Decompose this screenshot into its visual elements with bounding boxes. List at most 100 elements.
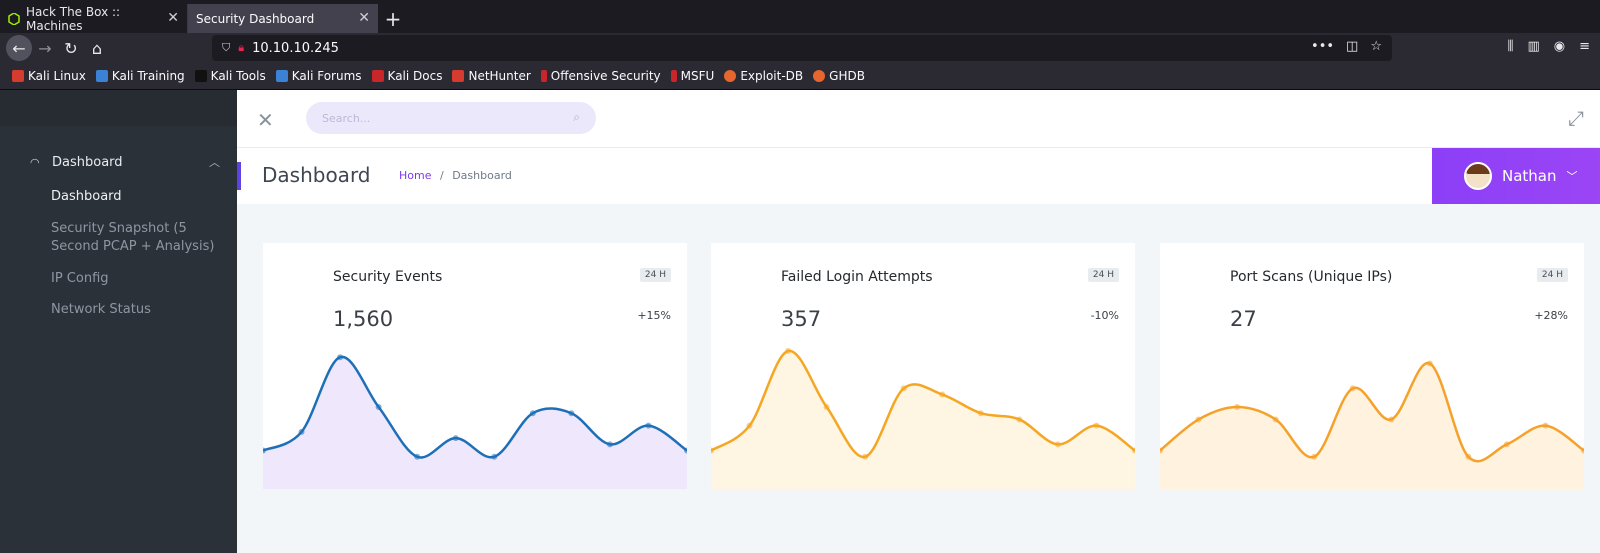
sparkline-point: [491, 453, 498, 460]
kali-training-icon: [95, 70, 108, 82]
sparkline-point: [746, 422, 753, 429]
search-icon[interactable]: ⌕: [573, 110, 580, 124]
nethunter-icon: [452, 70, 465, 82]
card-title: Security Events: [333, 269, 443, 285]
bookmark-msfu[interactable]: MSFU: [670, 69, 714, 83]
sparkline-point: [1054, 441, 1061, 448]
search-input[interactable]: [322, 111, 552, 125]
sidebar-item-ip-config[interactable]: IP Config: [51, 271, 109, 286]
sparkline-point: [1426, 360, 1433, 367]
card-value: 27: [1230, 307, 1257, 331]
user-menu[interactable]: Nathan ﹀: [1432, 148, 1600, 204]
url-bar[interactable]: ⛉ 🔒︎ 10.10.10.245 ••• ◫ ☆: [212, 35, 1392, 61]
bookmark-kali-linux[interactable]: Kali Linux: [12, 69, 86, 83]
account-icon[interactable]: ◉: [1553, 39, 1566, 54]
sparkline-point: [1195, 416, 1202, 423]
menu-icon[interactable]: ≡: [1579, 39, 1590, 54]
tab-hack-the-box[interactable]: Hack The Box :: Machines ✕: [0, 4, 188, 33]
page-content: ◠ Dashboard ︿ Dashboard Security Snapsho…: [0, 90, 1600, 553]
bookmark-kali-forums[interactable]: Kali Forums: [275, 69, 362, 83]
sparkline-chart: [711, 348, 1135, 489]
url-text[interactable]: 10.10.10.245: [252, 40, 339, 56]
sparkline-chart: [263, 354, 687, 489]
sidebar-group-dashboard[interactable]: ◠ Dashboard ︿: [30, 152, 220, 172]
sidebar-item-security-snapshot[interactable]: Security Snapshot (5 Second PCAP + Analy…: [51, 221, 215, 254]
sparkline-point: [452, 435, 459, 442]
bookmark-ghdb[interactable]: GHDB: [813, 69, 865, 83]
breadcrumb-home-link[interactable]: Home: [399, 169, 432, 182]
new-tab-button[interactable]: +: [384, 6, 402, 31]
shield-icon[interactable]: ⛉: [222, 41, 231, 54]
sparkline-point: [1160, 447, 1163, 454]
sparkline-point: [1581, 447, 1584, 454]
bookmark-label: Kali Training: [111, 69, 185, 83]
tab-close-icon[interactable]: ✕: [167, 10, 179, 26]
sparkline-chart: [1160, 360, 1584, 489]
sidebar-group-label: Dashboard: [52, 154, 123, 170]
sparkline-point: [1234, 404, 1241, 410]
sparkline-point: [606, 441, 613, 448]
bookmarks-bar: Kali Linux Kali Training Kali Tools Kali…: [0, 63, 1600, 90]
sparkline-point: [263, 447, 266, 454]
reload-icon[interactable]: ↻: [64, 38, 78, 58]
sparkline-point: [375, 404, 382, 410]
home-icon[interactable]: ⌂: [91, 38, 103, 58]
user-name: Nathan: [1502, 167, 1557, 185]
bookmark-nethunter[interactable]: NetHunter: [452, 69, 531, 83]
bookmark-offensive-security[interactable]: Offensive Security: [540, 69, 661, 83]
sparkline-point: [1272, 416, 1279, 423]
bookmark-kali-tools[interactable]: Kali Tools: [194, 69, 266, 83]
sidebar-item-dashboard[interactable]: Dashboard: [51, 189, 122, 204]
chevron-down-icon[interactable]: ﹀: [1566, 170, 1578, 183]
card-delta: +28%: [1534, 309, 1568, 322]
sparkline-area: [263, 356, 687, 489]
page-title: Dashboard: [262, 163, 371, 187]
kali-docs-icon: [371, 70, 384, 82]
back-arrow-icon[interactable]: ←: [6, 35, 32, 61]
chevron-up-icon[interactable]: ︿: [209, 156, 220, 169]
tab-close-icon[interactable]: ✕: [358, 10, 370, 26]
insecure-lock-icon[interactable]: 🔒︎: [238, 41, 245, 54]
sparkline-point: [900, 385, 907, 392]
sparkline-point: [1388, 416, 1395, 423]
sparkline-point: [977, 410, 984, 417]
sparkline-point: [568, 410, 575, 417]
tab-security-dashboard[interactable]: Security Dashboard ✕: [188, 4, 378, 33]
dashboard-gauge-icon: ◠: [30, 156, 40, 169]
sparkline-area: [1160, 362, 1584, 489]
bookmark-exploit-db[interactable]: Exploit-DB: [724, 69, 803, 83]
bookmark-kali-docs[interactable]: Kali Docs: [371, 69, 442, 83]
card-delta: -10%: [1090, 309, 1119, 322]
bookmark-kali-training[interactable]: Kali Training: [95, 69, 185, 83]
sparkline-point: [939, 391, 946, 398]
close-icon[interactable]: ✕: [257, 108, 274, 132]
sparkline-point: [529, 410, 536, 417]
pocket-icon[interactable]: ◫: [1346, 39, 1359, 54]
sparkline-point: [1311, 453, 1318, 460]
header-accent-bar: [237, 162, 241, 190]
tab-title: Security Dashboard: [196, 11, 315, 26]
page-actions-icon[interactable]: •••: [1311, 39, 1335, 54]
sparkline-point: [823, 404, 830, 410]
breadcrumb: Home / Dashboard: [399, 169, 512, 182]
fullscreen-icon[interactable]: ⤢: [1568, 106, 1584, 130]
sparkline-point: [1016, 416, 1023, 423]
kali-tools-icon: [194, 70, 207, 82]
period-badge: 24 H: [1087, 268, 1119, 282]
tab-title: Hack The Box :: Machines: [26, 4, 121, 33]
sidebar-header: [0, 90, 237, 126]
bookmark-label: GHDB: [829, 69, 865, 83]
sidebar-item-network-status[interactable]: Network Status: [51, 302, 151, 317]
forward-arrow-icon[interactable]: →: [38, 38, 52, 58]
card-value: 357: [781, 307, 822, 331]
bookmark-star-icon[interactable]: ☆: [1370, 39, 1382, 54]
search-box[interactable]: ⌕: [306, 102, 596, 134]
card-delta: +15%: [637, 309, 671, 322]
sidebar-toggle-icon[interactable]: ▥: [1527, 39, 1540, 54]
library-icon[interactable]: ⫼: [1507, 39, 1514, 54]
sidebar: ◠ Dashboard ︿ Dashboard Security Snapsho…: [0, 90, 237, 553]
sparkline-point: [1349, 385, 1356, 392]
stat-card-failed-logins: Failed Login Attempts 357 24 H -10%: [711, 243, 1135, 489]
period-badge: 24 H: [1536, 268, 1568, 282]
sparkline-area: [711, 350, 1135, 489]
